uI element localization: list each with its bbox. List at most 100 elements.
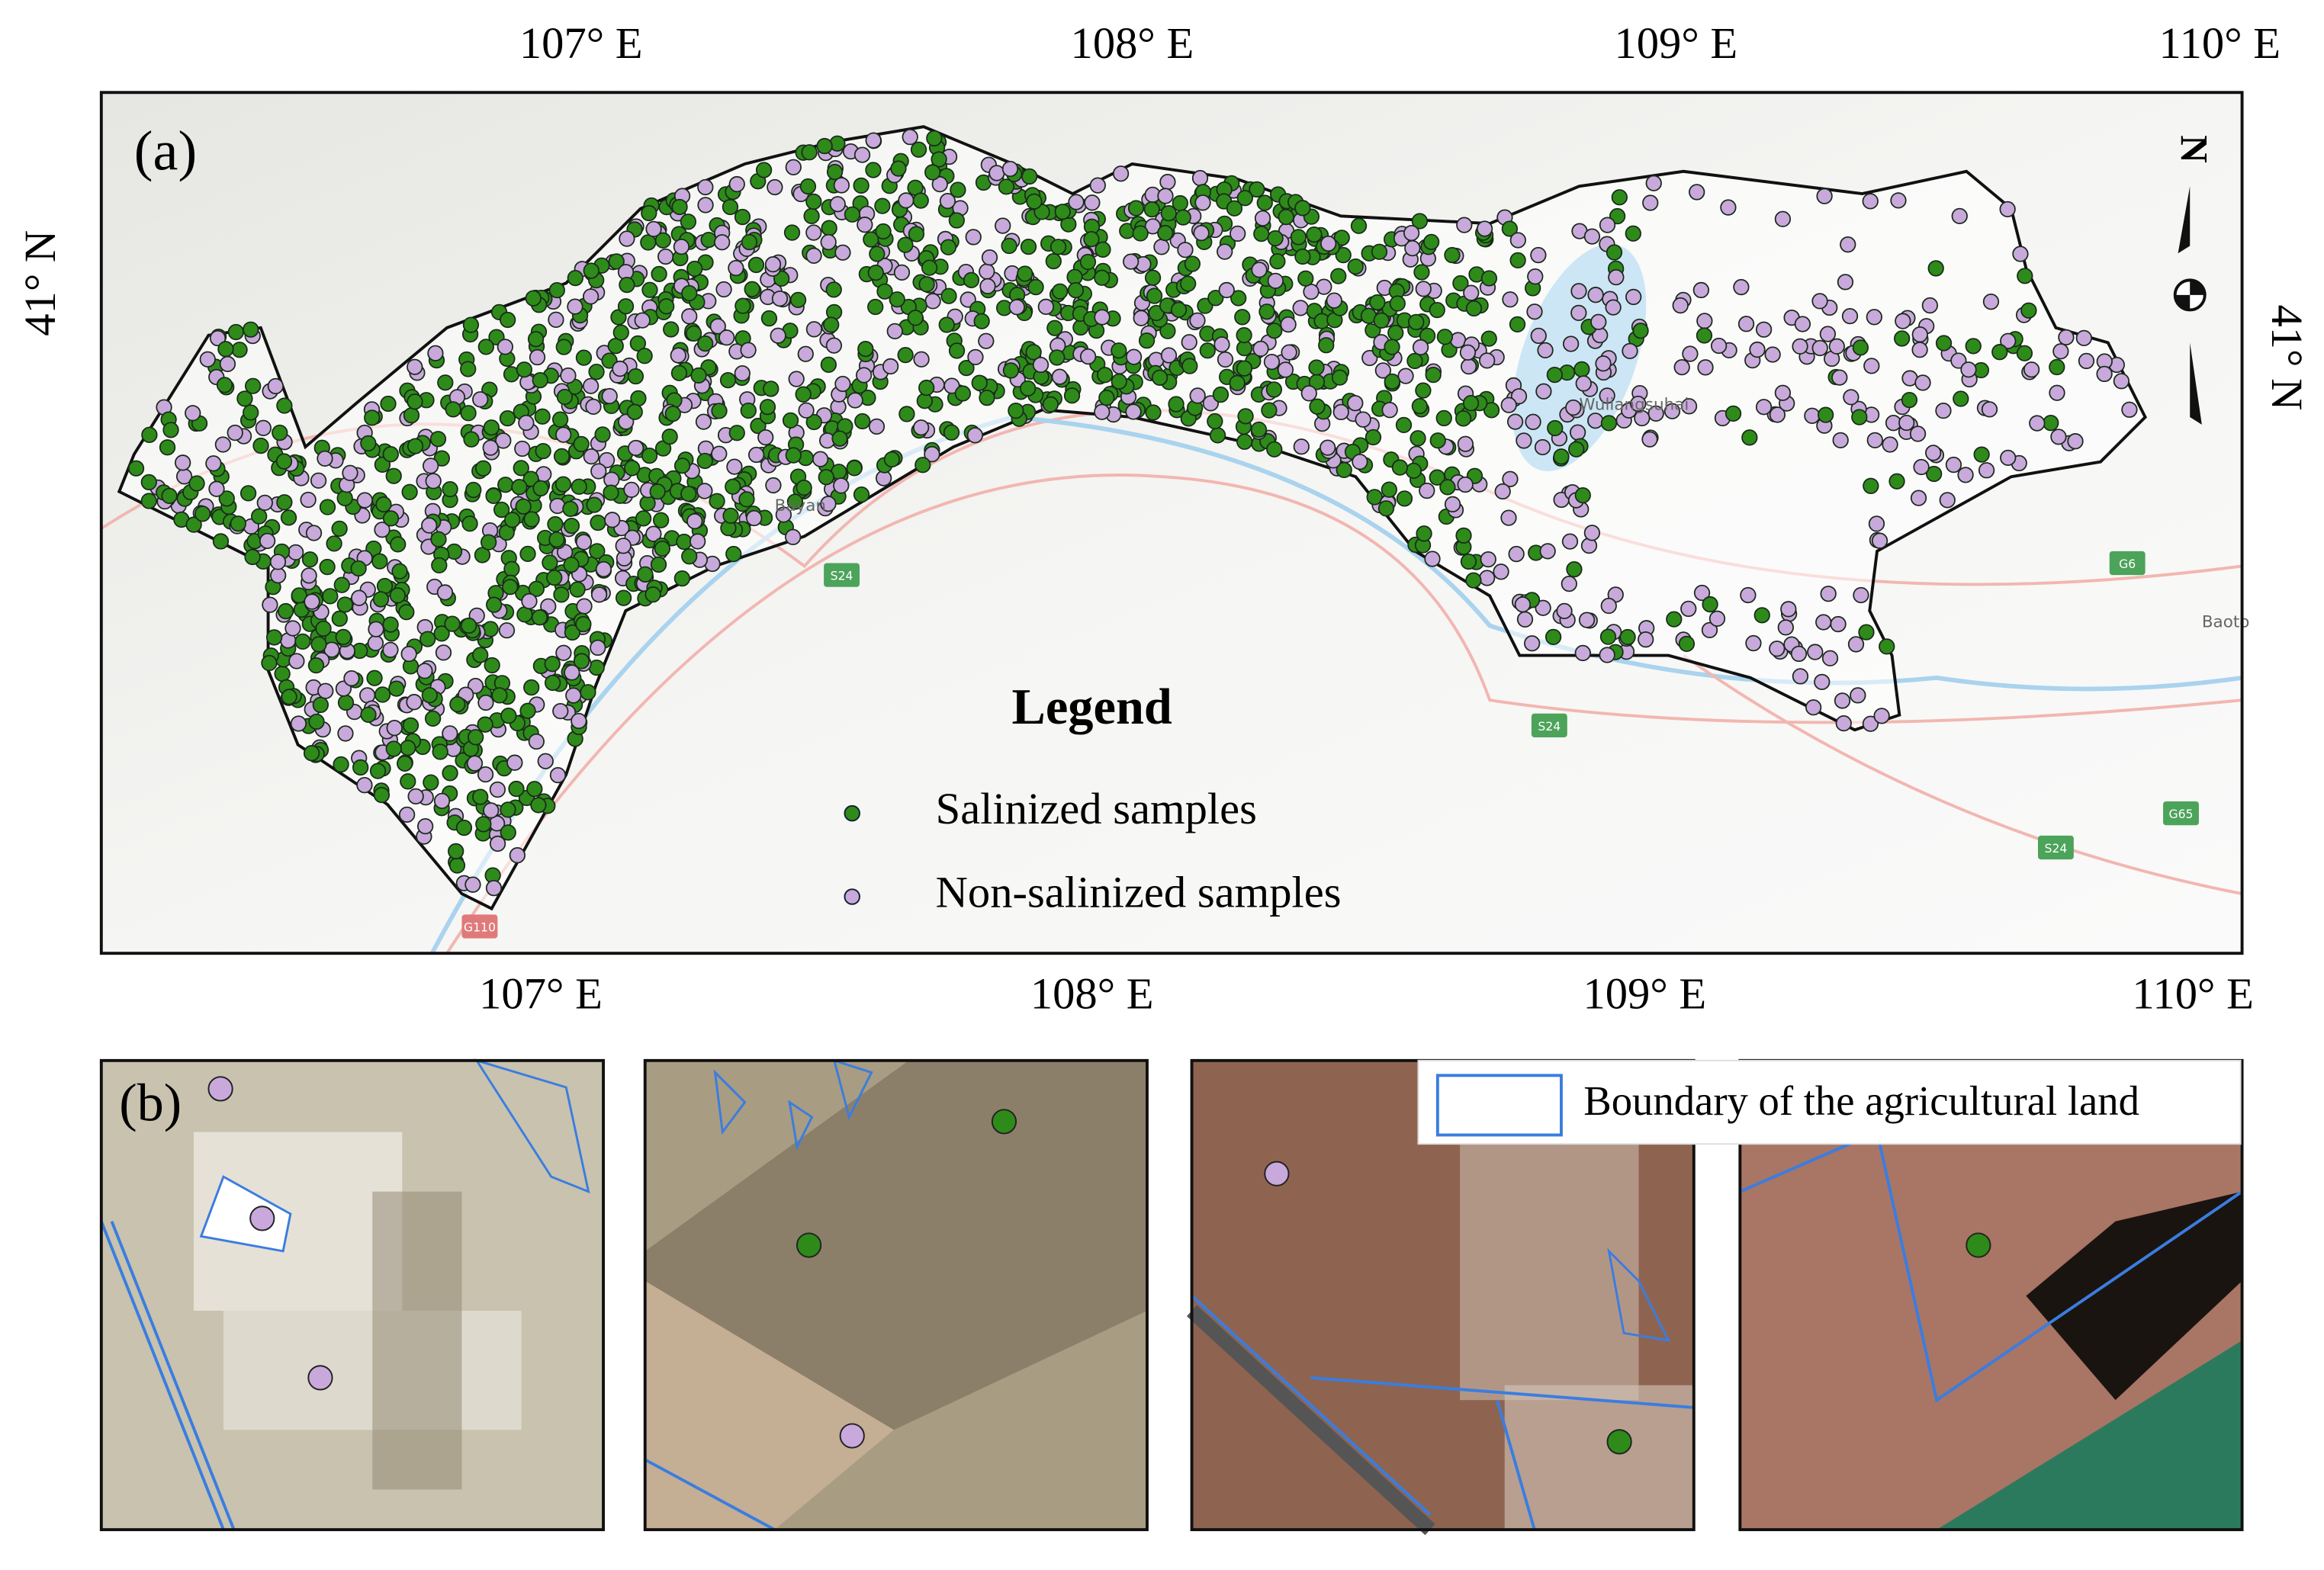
- sample-point: [1365, 429, 1382, 446]
- sample-point: [823, 316, 840, 333]
- sample-point: [472, 391, 489, 408]
- sample-point: [1508, 545, 1525, 563]
- sample-point: [159, 439, 176, 456]
- sample-point: [1089, 177, 1106, 194]
- sample-point: [816, 137, 833, 155]
- sample-point: [477, 716, 493, 733]
- sample-point: [1415, 281, 1432, 297]
- sample-point: [825, 281, 842, 298]
- sample-point: [373, 786, 391, 804]
- sample-point: [799, 178, 817, 195]
- sample-point: [764, 256, 782, 273]
- sample-point: [1306, 226, 1323, 243]
- sample-point: [637, 566, 654, 583]
- sample-point: [261, 654, 278, 672]
- sample-point: [1444, 496, 1461, 512]
- sample-point: [940, 239, 957, 255]
- sample-point: [966, 427, 984, 444]
- sample-point: [1863, 477, 1879, 494]
- sample-point: [485, 880, 503, 897]
- sample-point: [281, 689, 297, 705]
- sample-point: [1774, 384, 1792, 401]
- sample-point: [786, 493, 804, 510]
- sample-point: [462, 316, 480, 333]
- sample-point: [1611, 189, 1628, 206]
- sample-point: [619, 230, 635, 247]
- sample-point: [697, 335, 714, 352]
- sample-point: [1123, 253, 1139, 270]
- sample-point: [227, 424, 243, 441]
- sample-point: [1236, 433, 1253, 450]
- sample-point: [500, 708, 517, 724]
- sample-point: [272, 424, 288, 441]
- sample-point: [519, 545, 536, 563]
- sample-point: [1320, 439, 1336, 456]
- sample-point: [590, 639, 606, 657]
- sample-point: [1725, 405, 1742, 422]
- sample-point: [552, 702, 569, 720]
- sample-point: [1831, 369, 1848, 386]
- sample-point: [230, 515, 246, 532]
- sample-point: [564, 624, 581, 641]
- sample-point: [1143, 201, 1160, 218]
- sample-point: [474, 547, 491, 563]
- right-tick-label: 41° N: [2262, 304, 2312, 410]
- sample-point: [1054, 204, 1071, 220]
- sample-point: [938, 316, 955, 333]
- sample-point: [1459, 344, 1477, 361]
- sample-point: [1207, 413, 1223, 430]
- sample-point: [1017, 265, 1033, 282]
- sample-point: [775, 506, 792, 523]
- sample-point: [741, 233, 758, 251]
- sample-point: [1159, 174, 1176, 191]
- sample-point: [1641, 431, 1658, 448]
- sample-point: [214, 436, 232, 453]
- sample-point: [670, 364, 688, 381]
- sample-point: [1851, 409, 1868, 425]
- sample-point: [1749, 341, 1766, 358]
- sample-point: [554, 476, 572, 493]
- sample-point: [516, 361, 532, 378]
- sample-point: [1352, 454, 1368, 470]
- sample-point: [421, 687, 438, 704]
- sample-point: [499, 409, 516, 427]
- sample-point: [867, 298, 884, 316]
- sample-point: [2075, 329, 2092, 346]
- sample-point: [212, 533, 230, 550]
- sample-point: [356, 777, 373, 794]
- sample-point: [386, 720, 403, 737]
- sample-point: [1693, 584, 1711, 602]
- sample-point: [645, 220, 662, 238]
- sample-point: [1951, 207, 1968, 225]
- sample-point: [1280, 316, 1297, 333]
- sample-point: [1553, 448, 1570, 465]
- sample-point: [847, 392, 863, 409]
- sample-point: [2043, 415, 2059, 432]
- sample-point: [401, 483, 418, 500]
- sample-point: [2012, 246, 2029, 262]
- sample-point: [1696, 327, 1713, 344]
- sample-point: [765, 477, 782, 494]
- legend-item: Boundary of the agricultural land: [1583, 1077, 2139, 1124]
- panel-label: (a): [134, 120, 197, 182]
- sample-point: [1326, 292, 1342, 309]
- sample-point: [1381, 481, 1398, 498]
- sample-point: [1395, 416, 1413, 434]
- sample-point: [455, 819, 473, 836]
- sample-point: [728, 259, 744, 277]
- sample-point: [1821, 650, 1839, 666]
- sample-point: [525, 290, 542, 307]
- sample-point: [829, 196, 846, 213]
- sample-point: [785, 159, 802, 175]
- sample-point: [529, 348, 546, 366]
- sample-point: [1960, 361, 1977, 378]
- sample-point: [722, 198, 739, 216]
- sample-point: [1026, 193, 1043, 210]
- sample-point: [865, 132, 882, 149]
- sample-point: [1217, 351, 1234, 368]
- sample-point: [1309, 398, 1326, 415]
- sample-point: [826, 163, 844, 181]
- sample-point: [544, 656, 561, 673]
- bottom-tick-label: 109° E: [1583, 968, 1706, 1018]
